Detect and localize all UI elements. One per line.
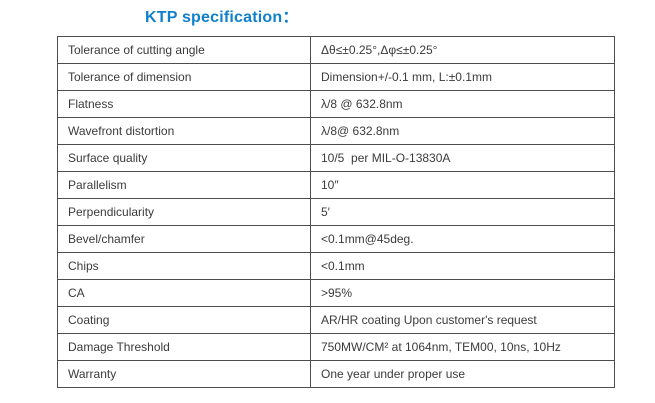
spec-value-cell: AR/HR coating Upon customer's request (310, 306, 615, 334)
table-row: Perpendicularity 5′ (57, 198, 615, 226)
spec-label-cell: Perpendicularity (57, 198, 311, 226)
table-row: Flatness λ/8 @ 632.8nm (57, 90, 615, 118)
table-row: Surface quality 10/5 per MIL-O-13830A (57, 144, 615, 172)
spec-value-cell: 10″ (310, 171, 615, 199)
spec-label-cell: CA (57, 279, 311, 307)
spec-value-cell: >95% (310, 279, 615, 307)
table-row: Wavefront distortion λ/8@ 632.8nm (57, 117, 615, 145)
spec-value-cell: <0.1mm@45deg. (310, 225, 615, 253)
table-row: Parallelism 10″ (57, 171, 615, 199)
spec-label-cell: Flatness (57, 90, 311, 118)
spec-label-cell: Surface quality (57, 144, 311, 172)
table-row: Coating AR/HR coating Upon customer's re… (57, 306, 615, 334)
spec-value-cell: 750MW/CM² at 1064nm, TEM00, 10ns, 10Hz (310, 333, 615, 361)
spec-label-cell: Coating (57, 306, 311, 334)
spec-label-cell: Tolerance of dimension (57, 63, 311, 91)
spec-label-cell: Bevel/chamfer (57, 225, 311, 253)
page-title: KTP specification： (145, 9, 299, 26)
table-row: Tolerance of cutting angle Δθ≤±0.25°,Δφ≤… (57, 36, 615, 64)
spec-label-cell: Chips (57, 252, 311, 280)
table-row: Bevel/chamfer <0.1mm@45deg. (57, 225, 615, 253)
spec-label-cell: Wavefront distortion (57, 117, 311, 145)
table-row: CA >95% (57, 279, 615, 307)
spec-value-cell: Δθ≤±0.25°,Δφ≤±0.25° (310, 36, 615, 64)
spec-value-cell: 5′ (310, 198, 615, 226)
spec-value-cell: λ/8 @ 632.8nm (310, 90, 615, 118)
ktp-specification-table: Tolerance of cutting angle Δθ≤±0.25°,Δφ≤… (57, 36, 615, 388)
table-row: Tolerance of dimension Dimension+/-0.1 m… (57, 63, 615, 91)
spec-value-cell: 10/5 per MIL-O-13830A (310, 144, 615, 172)
spec-label-cell: Damage Threshold (57, 333, 311, 361)
spec-label-cell: Parallelism (57, 171, 311, 199)
spec-value-cell: λ/8@ 632.8nm (310, 117, 615, 145)
spec-value-cell: <0.1mm (310, 252, 615, 280)
table-row: Chips <0.1mm (57, 252, 615, 280)
table-row: Warranty One year under proper use (57, 360, 615, 388)
spec-value-cell: One year under proper use (310, 360, 615, 388)
spec-value-cell: Dimension+/-0.1 mm, L:±0.1mm (310, 63, 615, 91)
spec-label-cell: Warranty (57, 360, 311, 388)
spec-label-cell: Tolerance of cutting angle (57, 36, 311, 64)
table-row: Damage Threshold 750MW/CM² at 1064nm, TE… (57, 333, 615, 361)
